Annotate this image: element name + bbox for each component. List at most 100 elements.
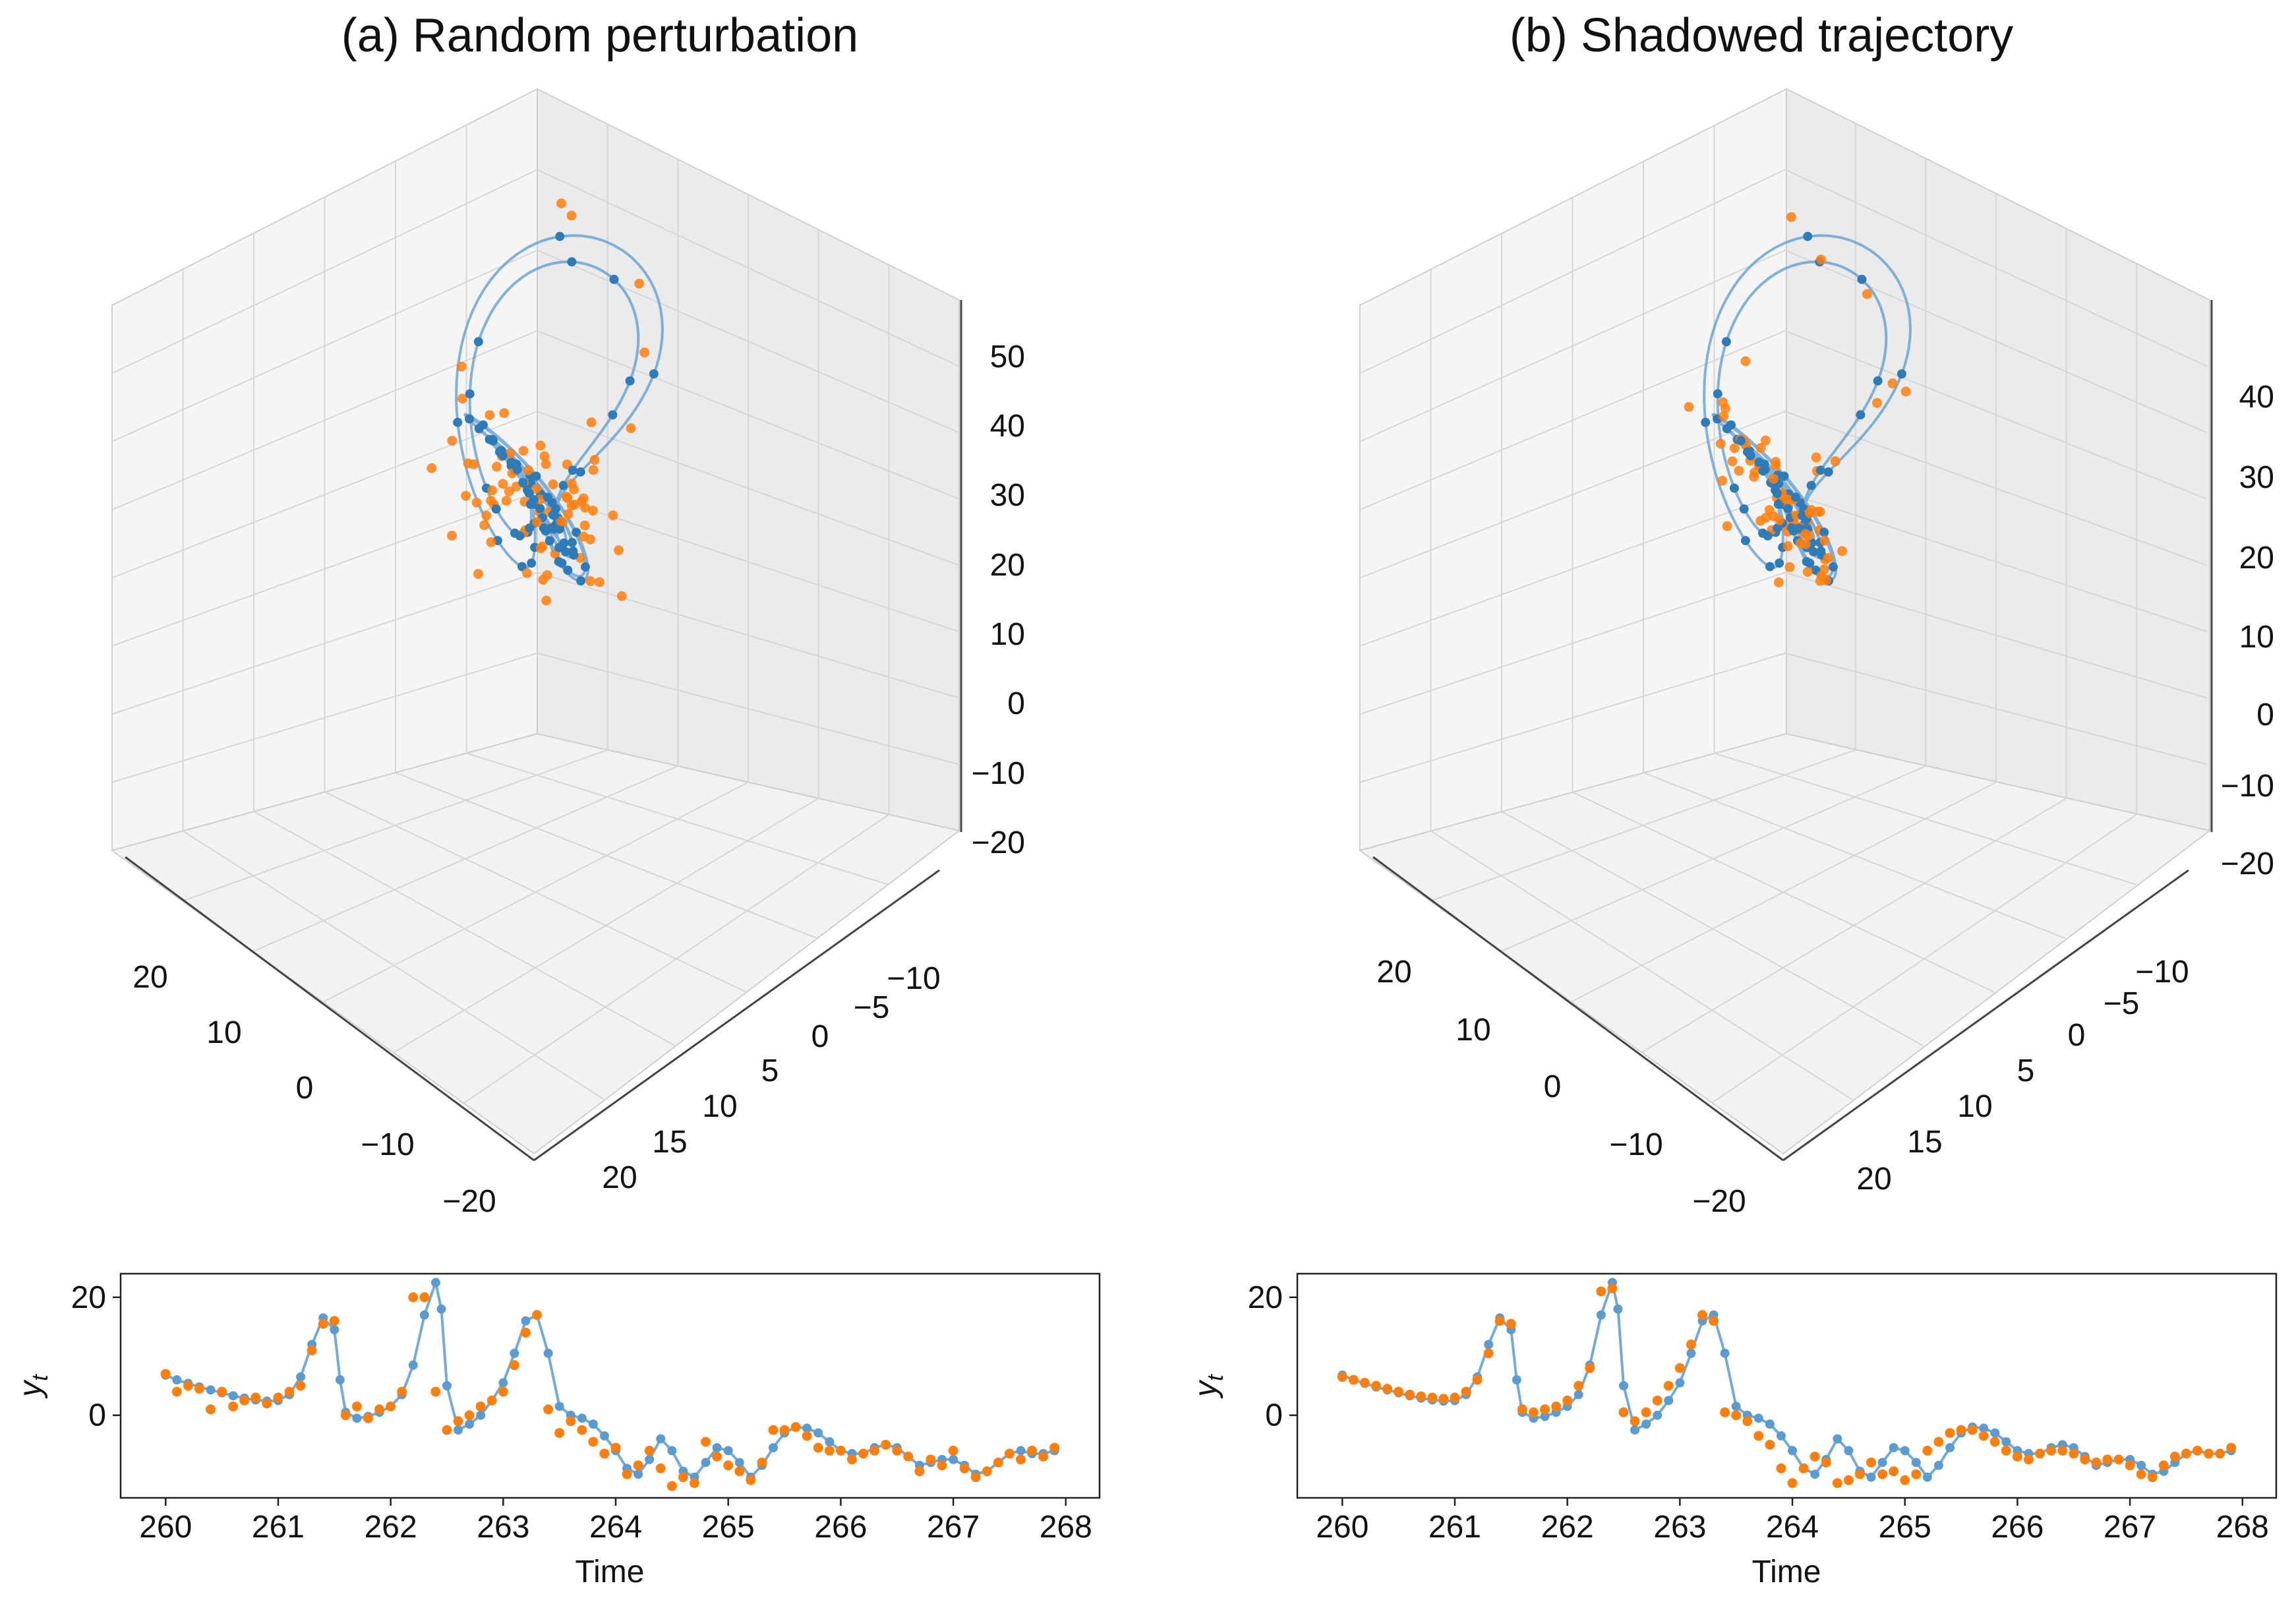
observation-point bbox=[1773, 577, 1784, 587]
observation-point bbox=[982, 1466, 992, 1477]
observation-point bbox=[501, 495, 512, 506]
observation-point bbox=[1540, 1404, 1550, 1415]
observation-point bbox=[442, 1425, 452, 1435]
observation-point bbox=[1416, 1391, 1427, 1402]
trajectory-point bbox=[541, 526, 550, 536]
observation-point bbox=[542, 570, 552, 580]
observation-point bbox=[2226, 1442, 2237, 1453]
model-line bbox=[1341, 1277, 2232, 1479]
timeseries-a-ylabel-main: y bbox=[13, 1379, 48, 1399]
observation-point bbox=[1760, 435, 1771, 446]
observation-point bbox=[217, 1386, 227, 1397]
observation-point bbox=[937, 1460, 947, 1471]
model-line bbox=[165, 1277, 1055, 1479]
trajectory-point bbox=[1746, 451, 1755, 461]
trajectory-point bbox=[1823, 467, 1833, 477]
observation-point bbox=[1674, 1363, 1685, 1373]
y-tick-label: 20 bbox=[71, 1280, 106, 1315]
trajectory-point bbox=[1773, 499, 1783, 509]
observation-point bbox=[892, 1445, 902, 1456]
model-point bbox=[419, 1310, 429, 1320]
observation-point bbox=[2023, 1454, 2034, 1465]
observation-point bbox=[802, 1431, 812, 1441]
model-point bbox=[454, 1425, 463, 1435]
trajectory-point bbox=[1713, 389, 1722, 399]
trajectory-point bbox=[535, 504, 545, 514]
model-point bbox=[712, 1442, 722, 1452]
observation-point bbox=[1004, 1448, 1015, 1459]
observation-point bbox=[541, 459, 551, 469]
observation-point bbox=[461, 490, 471, 501]
observation-point bbox=[881, 1439, 891, 1450]
observation-point bbox=[228, 1401, 239, 1411]
panel-b-z-tick: −10 bbox=[2221, 769, 2274, 804]
observation-point bbox=[1765, 1439, 1775, 1450]
observation-point bbox=[329, 1316, 339, 1326]
observation-point bbox=[397, 1386, 407, 1397]
x-tick-label: 268 bbox=[2216, 1510, 2269, 1545]
panel-b-z-tick: −20 bbox=[2221, 846, 2274, 881]
observation-point bbox=[1370, 1380, 1381, 1391]
trajectory-point bbox=[580, 562, 590, 572]
observation-point bbox=[1727, 456, 1738, 467]
model-point bbox=[1922, 1472, 1932, 1482]
observation-point bbox=[1607, 1283, 1618, 1293]
trajectory-point bbox=[453, 417, 463, 427]
panel-b-y-tick: 0 bbox=[2068, 1018, 2086, 1053]
observation-point bbox=[595, 577, 605, 587]
observation-point bbox=[1717, 475, 1728, 486]
panel-b-y-tick: 5 bbox=[2017, 1053, 2035, 1088]
observation-point bbox=[678, 1472, 688, 1483]
timeseries-b-x-ticks: 260 261 262 263 264 265 266 267 268 bbox=[1316, 1498, 2269, 1545]
observation-point bbox=[1967, 1425, 1978, 1435]
model-point bbox=[949, 1454, 958, 1464]
trajectory-point bbox=[531, 471, 541, 481]
observation-point bbox=[206, 1404, 216, 1415]
observation-point bbox=[824, 1445, 835, 1456]
panel-b-grid bbox=[1359, 124, 2208, 1104]
observation-point bbox=[569, 484, 579, 494]
panel-a-y-tick: 0 bbox=[811, 1019, 829, 1054]
observation-point bbox=[262, 1398, 272, 1409]
observation-point bbox=[340, 1410, 351, 1421]
timeseries-a-x-ticks: 260 261 262 263 264 265 266 267 268 bbox=[139, 1498, 1092, 1545]
model-point bbox=[656, 1434, 666, 1444]
observation-point bbox=[1574, 1380, 1584, 1391]
observation-point bbox=[486, 495, 496, 506]
observation-point bbox=[284, 1386, 295, 1397]
observation-point bbox=[2069, 1448, 2079, 1459]
model-point bbox=[330, 1325, 339, 1334]
panel-b-3d: (b) Shadowed trajectory 20 10 0 −10 −20 … bbox=[1358, 9, 2274, 1219]
observation-point bbox=[1697, 1310, 1707, 1320]
observation-point bbox=[586, 417, 597, 428]
observation-point bbox=[701, 1437, 711, 1447]
trajectory-point bbox=[576, 576, 586, 586]
observation-point bbox=[813, 1442, 823, 1453]
observation-point bbox=[427, 463, 437, 473]
x-tick-label: 262 bbox=[1541, 1510, 1594, 1545]
observation-point bbox=[2158, 1460, 2169, 1471]
panel-b-z-tick: 40 bbox=[2239, 380, 2274, 415]
observation-point bbox=[2181, 1448, 2191, 1459]
trajectory-point bbox=[512, 464, 522, 474]
panel-a-z-tick: 30 bbox=[990, 478, 1025, 513]
x-tick-label: 261 bbox=[1428, 1510, 1481, 1545]
observation-point bbox=[768, 1425, 779, 1435]
panel-b-x-tick: −20 bbox=[1692, 1184, 1746, 1219]
observation-point bbox=[1945, 1428, 1955, 1439]
trajectory-point bbox=[527, 558, 537, 568]
observation-point bbox=[1722, 521, 1732, 531]
observation-point bbox=[471, 497, 482, 508]
observation-point bbox=[1461, 1386, 1471, 1397]
model-point bbox=[521, 1316, 531, 1326]
trajectory-point bbox=[1722, 424, 1732, 434]
trajectory-point bbox=[1815, 465, 1825, 475]
observation-point bbox=[1911, 1469, 1922, 1479]
observation-point bbox=[473, 569, 484, 579]
observation-point bbox=[639, 347, 650, 358]
observation-point bbox=[610, 1442, 621, 1453]
observation-point bbox=[1830, 456, 1840, 467]
observation-point bbox=[599, 1448, 610, 1459]
timeseries-a-y-ticks: 20 0 bbox=[71, 1280, 121, 1433]
observation-point bbox=[2012, 1451, 2022, 1462]
